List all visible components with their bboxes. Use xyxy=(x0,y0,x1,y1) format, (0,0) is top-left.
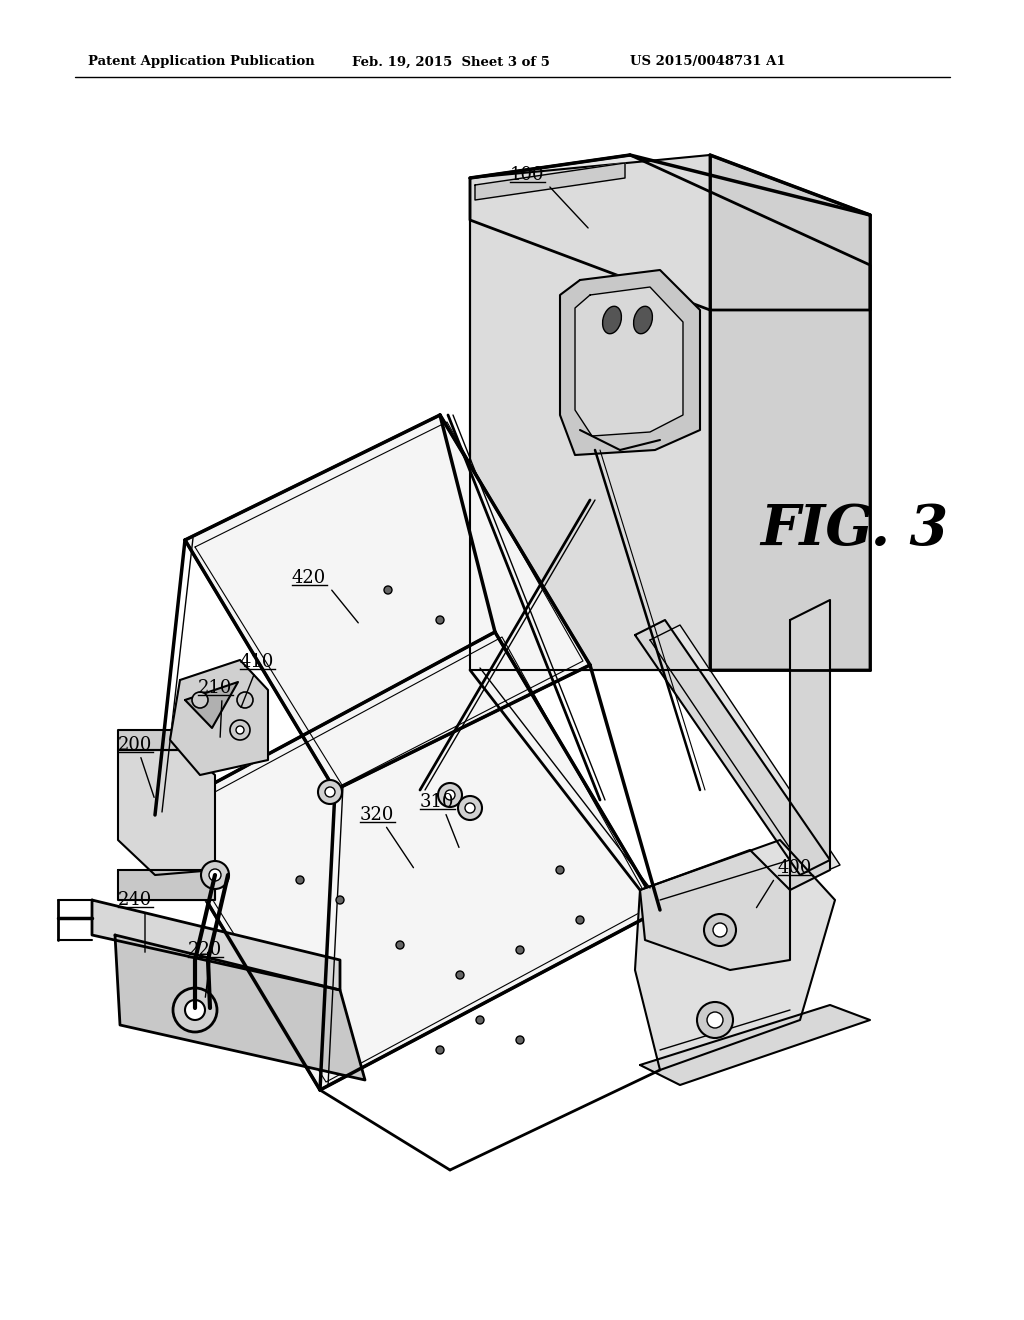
Circle shape xyxy=(236,726,244,734)
Circle shape xyxy=(318,780,342,804)
Ellipse shape xyxy=(634,306,652,334)
Polygon shape xyxy=(470,154,870,310)
Circle shape xyxy=(436,1045,444,1053)
Circle shape xyxy=(237,692,253,708)
Circle shape xyxy=(575,916,584,924)
Polygon shape xyxy=(640,1005,870,1085)
Polygon shape xyxy=(115,935,365,1080)
Circle shape xyxy=(201,861,229,888)
Ellipse shape xyxy=(602,306,622,334)
Circle shape xyxy=(230,719,250,741)
Text: 310: 310 xyxy=(420,793,455,810)
Circle shape xyxy=(325,787,335,797)
Circle shape xyxy=(185,1001,205,1020)
Polygon shape xyxy=(475,162,625,201)
Text: 240: 240 xyxy=(118,891,153,909)
Text: 200: 200 xyxy=(118,737,153,754)
Polygon shape xyxy=(710,154,870,671)
Circle shape xyxy=(445,789,455,800)
Circle shape xyxy=(193,692,208,708)
Text: 410: 410 xyxy=(240,653,274,671)
Circle shape xyxy=(173,987,217,1032)
Circle shape xyxy=(707,1012,723,1028)
Text: 210: 210 xyxy=(198,678,232,697)
Circle shape xyxy=(713,923,727,937)
Circle shape xyxy=(556,866,564,874)
Circle shape xyxy=(436,616,444,624)
Polygon shape xyxy=(575,286,683,436)
Text: 100: 100 xyxy=(510,166,545,183)
Polygon shape xyxy=(92,900,340,990)
Polygon shape xyxy=(635,620,830,875)
Text: Patent Application Publication: Patent Application Publication xyxy=(88,55,314,69)
Text: 400: 400 xyxy=(778,859,812,876)
Polygon shape xyxy=(640,850,790,970)
Polygon shape xyxy=(635,840,835,1071)
Polygon shape xyxy=(155,632,660,1090)
Polygon shape xyxy=(118,730,185,750)
Circle shape xyxy=(458,796,482,820)
Circle shape xyxy=(438,783,462,807)
Polygon shape xyxy=(790,601,830,890)
Circle shape xyxy=(384,586,392,594)
Polygon shape xyxy=(560,271,700,455)
Circle shape xyxy=(336,896,344,904)
Text: Feb. 19, 2015  Sheet 3 of 5: Feb. 19, 2015 Sheet 3 of 5 xyxy=(352,55,550,69)
Polygon shape xyxy=(185,682,238,729)
Circle shape xyxy=(396,941,404,949)
Text: FIG. 3: FIG. 3 xyxy=(760,503,948,557)
Polygon shape xyxy=(470,154,710,671)
Circle shape xyxy=(697,1002,733,1038)
Polygon shape xyxy=(118,870,215,900)
Circle shape xyxy=(456,972,464,979)
Polygon shape xyxy=(650,624,840,878)
Text: US 2015/0048731 A1: US 2015/0048731 A1 xyxy=(630,55,785,69)
Polygon shape xyxy=(118,750,215,875)
Circle shape xyxy=(296,876,304,884)
Circle shape xyxy=(516,1036,524,1044)
Circle shape xyxy=(705,913,736,946)
Text: 420: 420 xyxy=(292,569,327,587)
Circle shape xyxy=(476,1016,484,1024)
Circle shape xyxy=(516,946,524,954)
Circle shape xyxy=(465,803,475,813)
Polygon shape xyxy=(170,660,268,775)
Text: 320: 320 xyxy=(360,807,394,824)
Circle shape xyxy=(209,869,221,880)
Text: 220: 220 xyxy=(188,941,222,960)
Polygon shape xyxy=(185,414,590,789)
